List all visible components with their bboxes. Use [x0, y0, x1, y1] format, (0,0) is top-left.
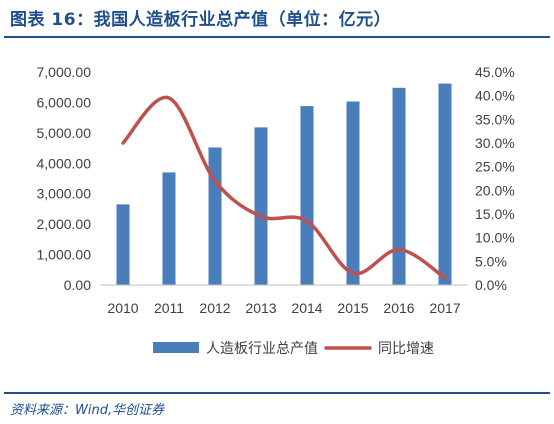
legend: 人造板行业总产值 同比增速 — [153, 340, 434, 356]
right-tick-label: 40.0% — [475, 88, 515, 104]
left-tick-label: 1,000.00 — [37, 247, 92, 263]
chart-title: 图表 16：我国人造板行业总产值（单位：亿元） — [10, 10, 392, 30]
right-tick-label: 5.0% — [475, 253, 507, 269]
source-note: 资料来源：Wind,华创证券 — [10, 403, 165, 418]
right-tick-label: 30.0% — [475, 135, 515, 151]
x-tick-label: 2015 — [337, 300, 368, 316]
bar-2016 — [392, 87, 406, 285]
right-tick-label: 45.0% — [475, 64, 515, 80]
left-tick-label: 4,000.00 — [37, 155, 92, 171]
x-tick-label: 2011 — [154, 300, 184, 316]
right-tick-label: 10.0% — [475, 230, 515, 246]
bar-2013 — [254, 127, 268, 285]
legend-line-label: 同比增速 — [378, 340, 434, 356]
source-divider — [4, 392, 550, 394]
right-tick-label: 35.0% — [475, 111, 515, 127]
bar-2014 — [300, 106, 314, 285]
combo-chart: 0.00 1,000.00 2,000.00 3,000.00 4,000.00 5,00… — [37, 64, 515, 356]
bar-2012 — [208, 147, 222, 285]
legend-bar-label: 人造板行业总产值 — [206, 340, 318, 356]
x-tick-label: 2013 — [245, 300, 276, 316]
x-tick-label: 2014 — [291, 300, 322, 316]
left-tick-label: 5,000.00 — [37, 125, 92, 141]
right-tick-label: 0.0% — [475, 277, 507, 293]
growth-line — [121, 95, 447, 280]
bar-series — [116, 83, 452, 285]
x-tick-label: 2016 — [383, 300, 414, 316]
left-tick-label: 6,000.00 — [37, 94, 92, 110]
right-tick-label: 25.0% — [475, 159, 515, 175]
title-divider — [4, 36, 550, 38]
bar-2011 — [162, 172, 176, 285]
x-axis-ticks: 2010 2011 2012 2013 2014 2015 2016 2017 — [107, 300, 460, 316]
left-tick-label: 7,000.00 — [37, 64, 92, 80]
left-tick-label: 3,000.00 — [37, 186, 92, 202]
x-tick-label: 2010 — [107, 300, 138, 316]
legend-bar-swatch — [153, 342, 199, 353]
left-tick-label: 0.00 — [64, 277, 91, 293]
x-tick-label: 2012 — [199, 300, 230, 316]
bar-2017 — [438, 83, 452, 285]
left-tick-label: 2,000.00 — [37, 216, 92, 232]
right-axis-ticks: 0.0% 5.0% 10.0% 15.0% 20.0% 25.0% 30.0% 35.0% 40… — [475, 64, 515, 293]
bar-2010 — [116, 204, 130, 285]
left-axis-ticks: 0.00 1,000.00 2,000.00 3,000.00 4,000.00 5,00… — [37, 64, 92, 293]
right-tick-label: 20.0% — [475, 182, 515, 198]
x-tick-label: 2017 — [429, 300, 460, 316]
bar-2015 — [346, 101, 360, 285]
right-tick-label: 15.0% — [475, 206, 515, 222]
